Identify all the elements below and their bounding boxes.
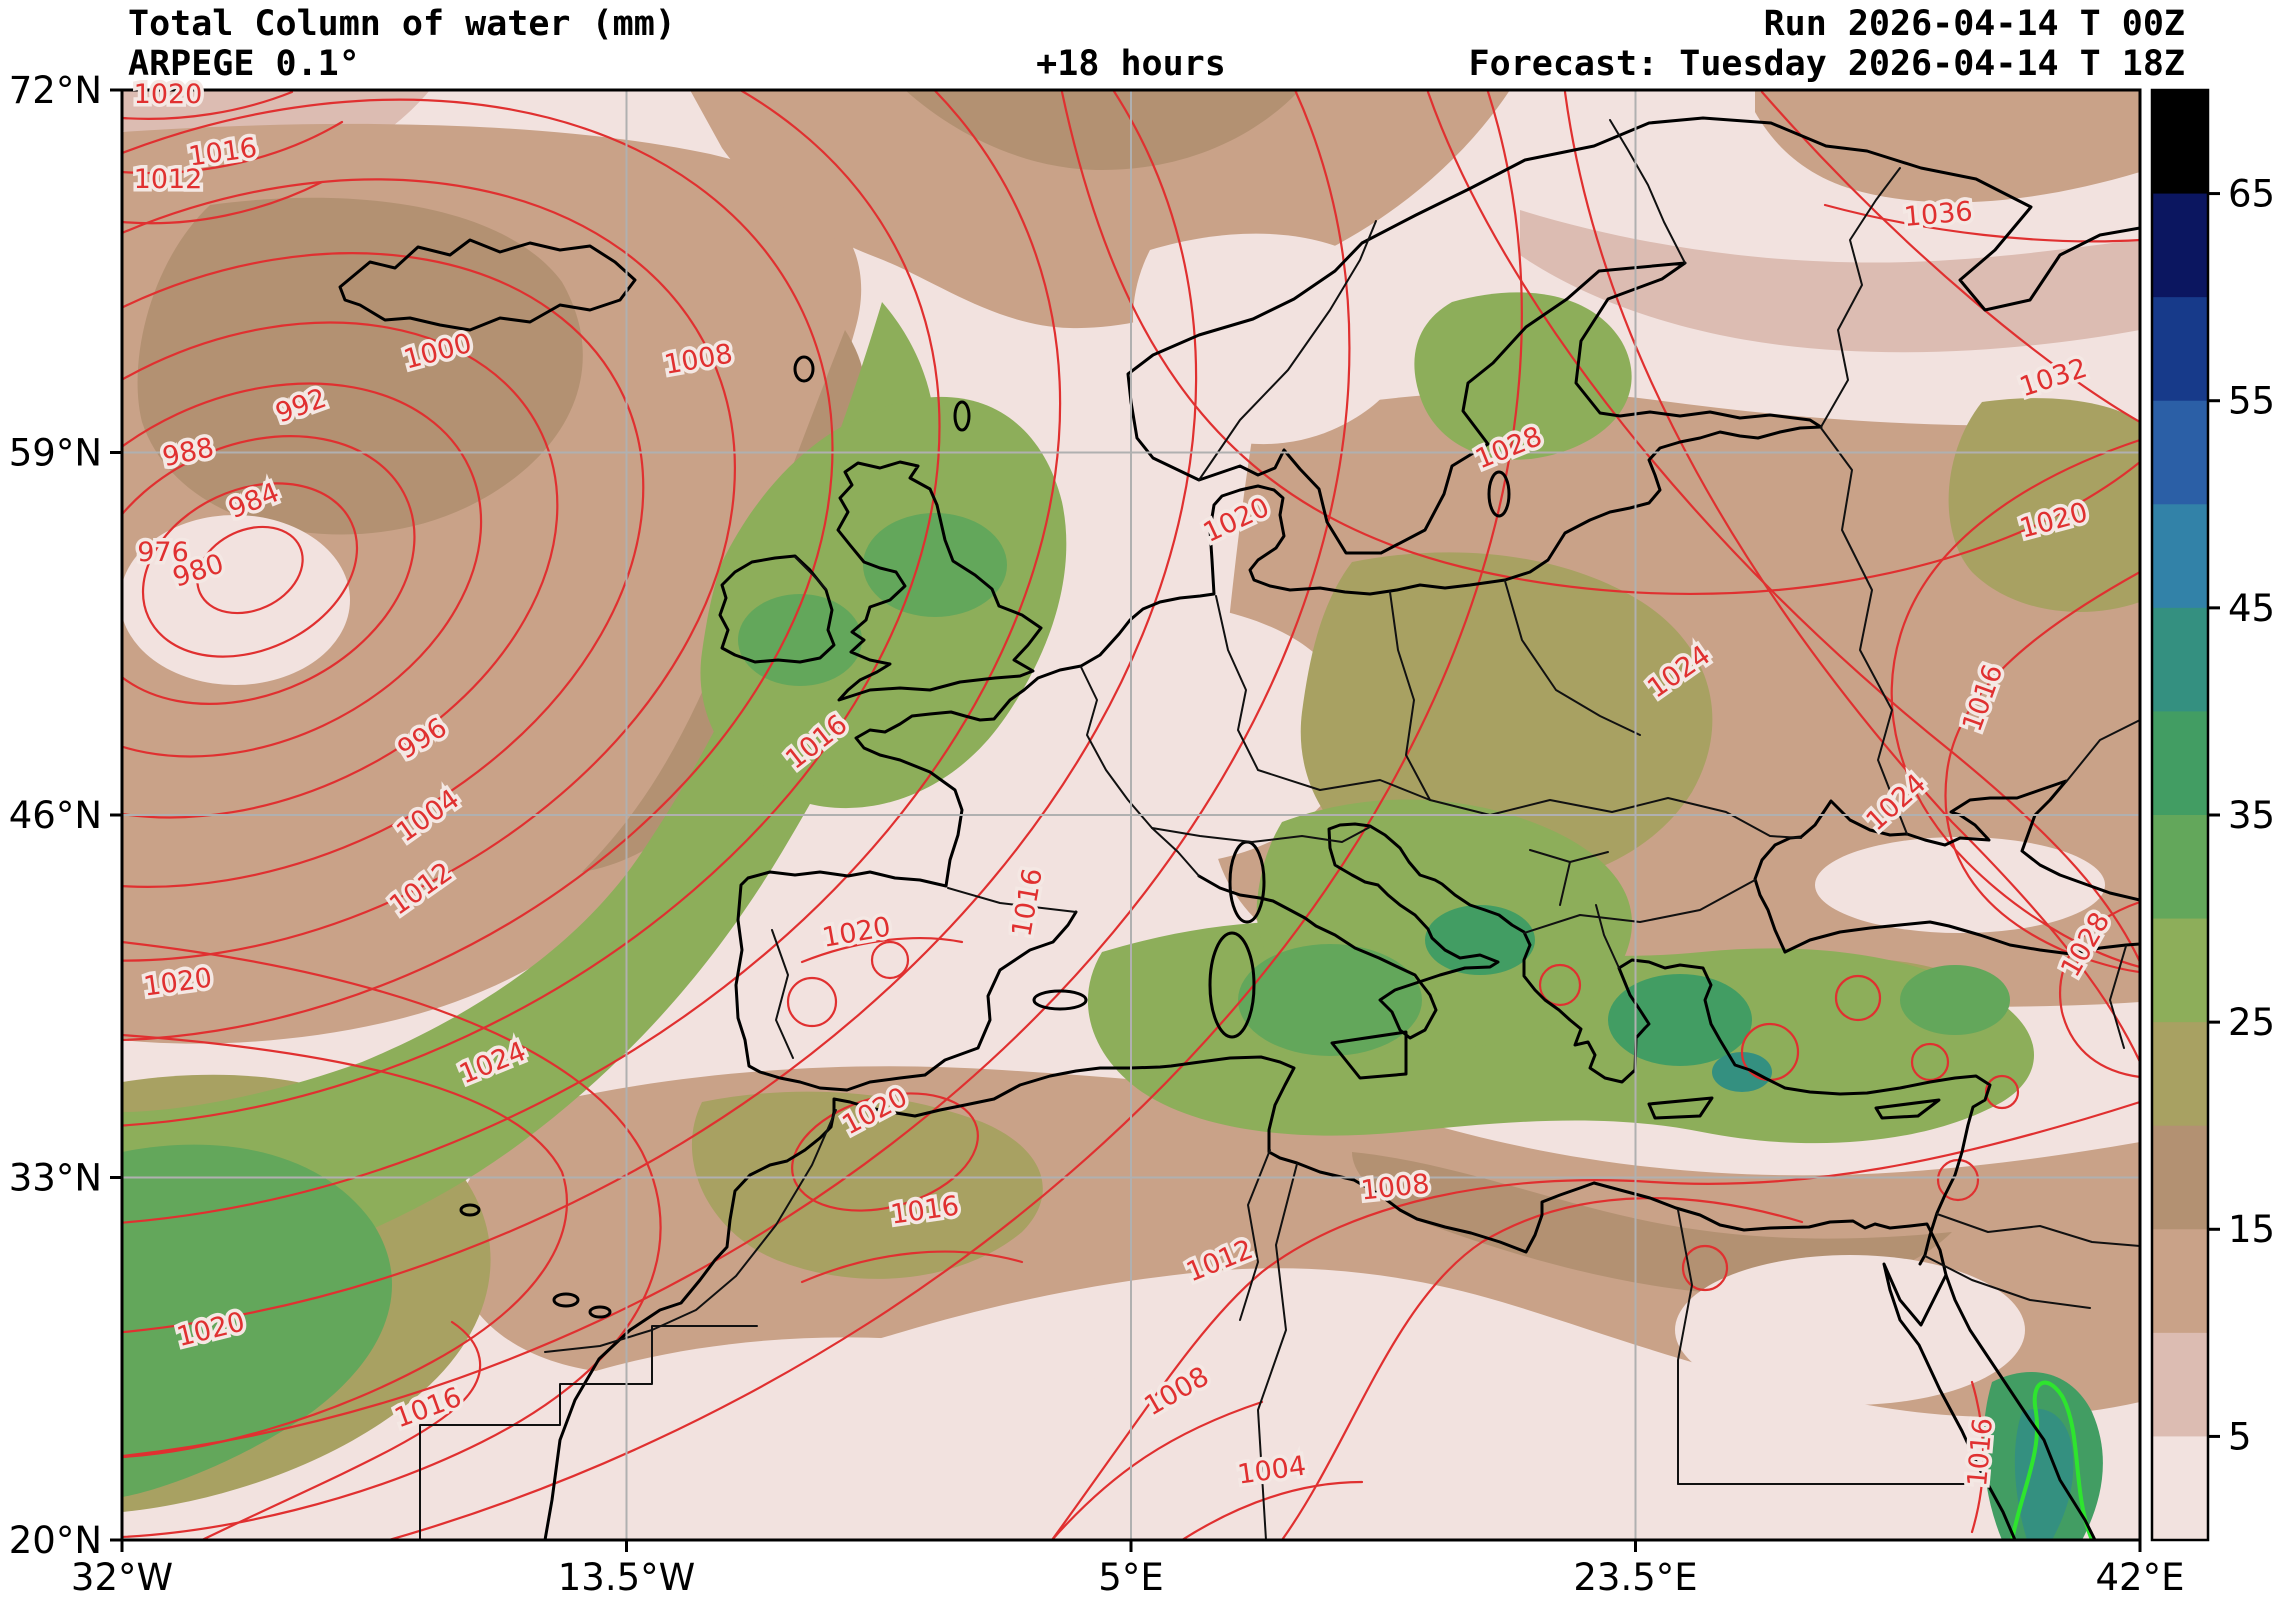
- page-title: Total Column of water (mm): [128, 4, 676, 44]
- coast-europe-scandinavia: [854, 116, 2140, 888]
- model-label: ARPEGE 0.1°: [128, 44, 360, 84]
- coast-ireland: [718, 554, 836, 664]
- run-label: Run 2026-04-14 T 00Z: [1763, 4, 2185, 44]
- colorbar-segment: [2152, 297, 2208, 402]
- x-tick-label: 13.5°W: [558, 1556, 695, 1599]
- colorbar-segment: [2152, 711, 2208, 816]
- coast-crete: [1647, 1096, 1714, 1120]
- colorbar: 65 55 45 35 25 15 5: [2150, 88, 2275, 1542]
- colorbar-segment: [2152, 400, 2208, 506]
- coast-canary-1: [552, 1292, 580, 1308]
- coast-canary-2: [588, 1305, 612, 1319]
- colorbar-segment: [2152, 504, 2208, 609]
- graticule: [122, 90, 2140, 1540]
- coast-madeira: [459, 1203, 481, 1217]
- coast-arabia: [1944, 1273, 2097, 1540]
- colorbar-segment: [2152, 1125, 2208, 1231]
- x-tick-label: 5°E: [1098, 1556, 1163, 1599]
- coast-sardinia: [1208, 931, 1256, 1039]
- coast-faroe: [793, 355, 815, 383]
- y-tick-label: 33°N: [9, 1156, 102, 1199]
- x-tick-label: 32°W: [71, 1556, 173, 1599]
- coastlines: [338, 116, 2140, 1540]
- coast-italy-balkans-levant: [1197, 822, 1992, 1266]
- colorbar-segment: [2152, 815, 2208, 920]
- colorbar-segment: [2152, 90, 2208, 195]
- colorbar-tick-label: 35: [2228, 794, 2275, 837]
- coast-iberia: [734, 870, 1078, 1092]
- colorbar-segment: [2152, 1332, 2208, 1438]
- special-moisture-contour: [2010, 1380, 2094, 1540]
- low-pressure-contours: [122, 90, 1523, 1540]
- isobar-label: 976: [137, 537, 189, 568]
- isobar-1020-ridge: [1060, 90, 2140, 595]
- isobar-1028: [1426, 90, 2140, 964]
- axis-ticks: 32°W 13.5°W 5°E 23.5°E 42°E 72°N 59°N 46°N 33°N 2…: [9, 69, 2185, 1599]
- pressure-contours: [122, 90, 2140, 1540]
- isobar-label: 1036: [1903, 196, 1974, 233]
- colorbar-segment: [2152, 193, 2208, 298]
- colorbar-tick-label: 15: [2228, 1208, 2275, 1251]
- y-tick-label: 72°N: [9, 69, 102, 112]
- colorbar-tick-label: 65: [2228, 173, 2275, 216]
- colorbar-segment: [2152, 1229, 2208, 1334]
- forecast-label: Forecast: Tuesday 2026-04-14 T 18Z: [1468, 44, 2185, 84]
- y-tick-label: 20°N: [9, 1519, 102, 1562]
- coast-north-africa-redsea: [543, 1055, 2017, 1540]
- isobar-label: 1008: [662, 338, 735, 380]
- x-tick-label: 42°E: [2096, 1556, 2185, 1599]
- coast-cyprus: [1874, 1098, 1941, 1120]
- colorbar-segment: [2152, 918, 2208, 1023]
- x-tick-label: 23.5°E: [1573, 1556, 1697, 1599]
- isobar-1036: [1823, 203, 2140, 243]
- coast-balearics: [1032, 989, 1088, 1011]
- isobar-1024: [1563, 90, 2140, 1064]
- coast-black-sea: [1753, 779, 2140, 954]
- colorbar-segment: [2152, 607, 2208, 713]
- country-borders: [419, 119, 2140, 1540]
- y-tick-label: 59°N: [9, 431, 102, 474]
- coast-great-britain: [836, 460, 1043, 702]
- isobar-label: 1016: [1962, 1417, 1999, 1488]
- isobar-label: 1012: [134, 164, 203, 195]
- coast-shetland: [953, 400, 971, 432]
- y-tick-label: 46°N: [9, 794, 102, 837]
- colorbar-tick-label: 5: [2228, 1415, 2252, 1458]
- isobar-label: 1020: [134, 79, 203, 110]
- colorbar-tick-label: 45: [2228, 587, 2275, 630]
- colorbar-segment: [2152, 1022, 2208, 1127]
- isobar-1032: [1760, 90, 2140, 424]
- coast-sicily: [1330, 1030, 1408, 1080]
- lead-time-label: +18 hours: [1036, 44, 1226, 84]
- coast-turkey-north: [1783, 920, 2140, 956]
- colorbar-tick-label: 55: [2228, 380, 2275, 423]
- colorbar-segment: [2152, 1436, 2208, 1541]
- coast-gotland: [1487, 470, 1511, 518]
- colorbar-tick-label: 25: [2228, 1001, 2275, 1044]
